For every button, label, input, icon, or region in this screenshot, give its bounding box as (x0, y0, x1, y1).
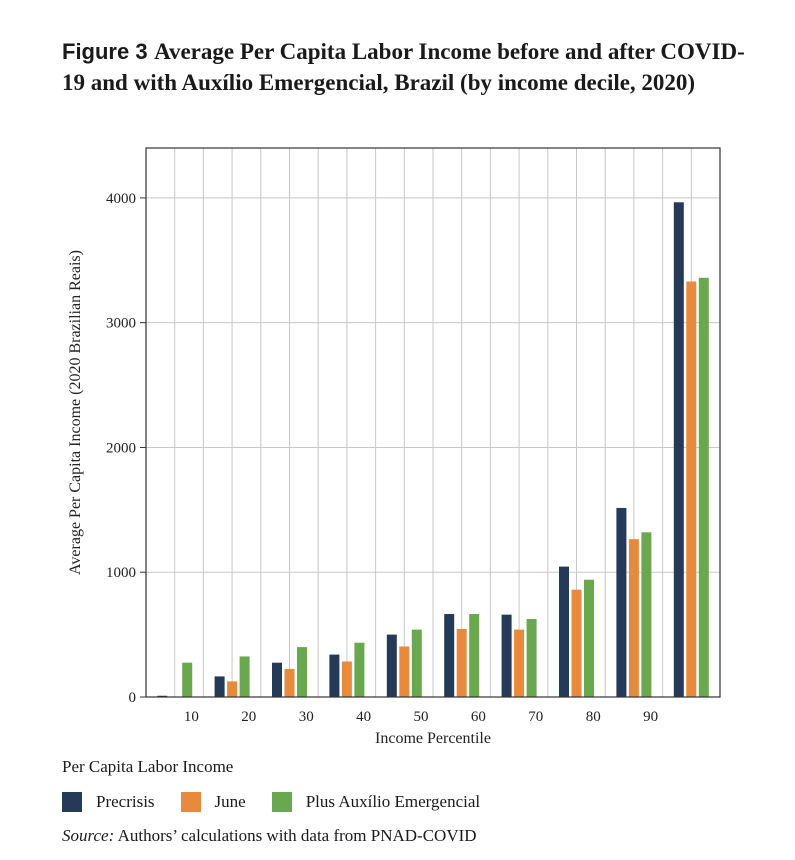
bar-june-6 (456, 628, 467, 697)
bar-precrisis-5 (386, 634, 397, 697)
bar-auxilio-7 (526, 619, 537, 697)
x-tick-label: 40 (356, 709, 371, 725)
legend: Precrisis June Plus Auxílio Emergencial (62, 791, 506, 813)
source-text: Authors’ calculations with data from PNA… (117, 826, 477, 845)
bar-auxilio-2 (239, 656, 250, 697)
legend-swatch-precrisis (62, 792, 82, 812)
legend-swatch-auxilio (271, 792, 292, 812)
chart: 0 1000 2000 3000 4000 10 20 30 40 50 60 70 80 90 Incom… (67, 147, 721, 747)
y-tick-label: 4000 (106, 191, 136, 207)
y-tick-label: 2000 (106, 440, 136, 456)
plot-frame (145, 147, 721, 698)
bar-june-7 (514, 629, 525, 697)
bar-precrisis-3 (272, 662, 282, 697)
y-tick-label: 1000 (106, 565, 136, 581)
x-tick-label: 70 (528, 709, 543, 725)
bar-precrisis-9 (616, 507, 627, 697)
bar-auxilio-8 (584, 579, 594, 697)
legend-item-june: June (180, 792, 246, 812)
x-tick-label: 90 (643, 709, 658, 725)
bar-precrisis-4 (329, 654, 340, 697)
legend-label-june: June (214, 792, 246, 811)
legend-swatch-june (180, 792, 201, 812)
bar-precrisis-2 (214, 676, 225, 697)
bar-auxilio-10 (698, 277, 709, 697)
bar-june-5 (399, 646, 410, 697)
bar-auxilio-4 (354, 642, 365, 697)
bar-june-8 (571, 589, 582, 697)
figure-label: Figure 3 (62, 39, 148, 64)
bar-precrisis-10 (673, 202, 684, 698)
bar-june-4 (341, 661, 352, 697)
x-tick-label: 80 (586, 709, 601, 725)
x-tick-label: 50 (414, 709, 429, 725)
bar-june-9 (628, 539, 639, 697)
x-axis-label: Income Percentile (375, 730, 491, 747)
legend-title: Per Capita Labor Income (62, 757, 234, 776)
bar-auxilio-3 (297, 647, 307, 697)
x-tick-label: 30 (299, 709, 314, 725)
bar-auxilio-6 (469, 614, 480, 697)
bar-june-2 (227, 681, 238, 697)
chart-title: Figure 3 Average Per Capita Labor Income… (62, 36, 762, 98)
x-tick-label: 20 (241, 709, 256, 725)
legend-item-precrisis: Precrisis (62, 792, 155, 812)
bar-precrisis-8 (559, 566, 569, 697)
bar-auxilio-9 (641, 532, 652, 697)
x-tick-label: 10 (184, 709, 199, 725)
bar-auxilio-5 (411, 629, 422, 697)
legend-item-auxilio: Plus Auxílio Emergencial (271, 792, 481, 812)
y-axis-label: Average Per Capita Income (2020 Brazilia… (67, 250, 84, 575)
bar-auxilio-1 (182, 662, 193, 697)
source-note: Source: Authors’ calculations with data … (62, 826, 477, 846)
bar-june-10 (686, 281, 697, 697)
bar-precrisis-7 (501, 614, 512, 697)
chart-title-text: Average Per Capita Labor Income before a… (62, 39, 745, 95)
y-tick-label: 3000 (106, 316, 136, 332)
bar-precrisis-1 (157, 695, 168, 697)
y-tick-label: 0 (129, 690, 137, 706)
bar-june-3 (284, 668, 295, 697)
bar-precrisis-6 (444, 614, 455, 697)
source-prefix: Source: (62, 826, 115, 845)
legend-label-auxilio: Plus Auxílio Emergencial (305, 792, 481, 811)
x-tick-label: 60 (471, 709, 486, 725)
legend-label-precrisis: Precrisis (96, 792, 155, 811)
